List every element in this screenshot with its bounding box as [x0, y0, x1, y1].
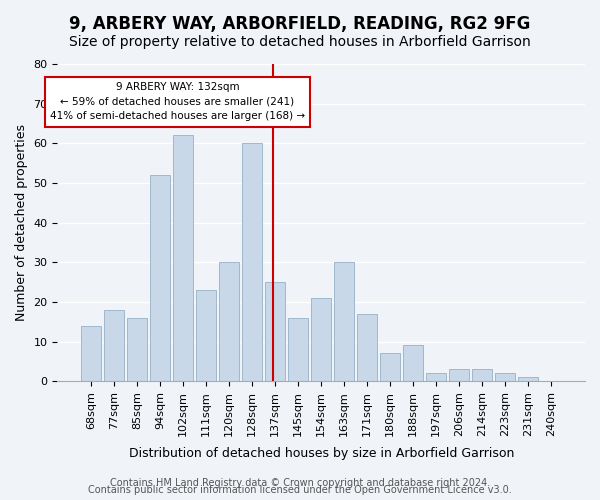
- Bar: [220, 262, 239, 381]
- Y-axis label: Number of detached properties: Number of detached properties: [15, 124, 28, 321]
- Bar: [311, 298, 331, 381]
- Bar: [104, 310, 124, 381]
- Bar: [403, 346, 423, 381]
- Bar: [518, 377, 538, 381]
- Bar: [173, 136, 193, 381]
- Bar: [380, 354, 400, 381]
- X-axis label: Distribution of detached houses by size in Arborfield Garrison: Distribution of detached houses by size …: [128, 447, 514, 460]
- Bar: [242, 144, 262, 381]
- Text: 9, ARBERY WAY, ARBORFIELD, READING, RG2 9FG: 9, ARBERY WAY, ARBORFIELD, READING, RG2 …: [70, 15, 530, 33]
- Bar: [82, 326, 101, 381]
- Bar: [472, 370, 492, 381]
- Text: Size of property relative to detached houses in Arborfield Garrison: Size of property relative to detached ho…: [69, 35, 531, 49]
- Bar: [289, 318, 308, 381]
- Bar: [151, 175, 170, 381]
- Bar: [334, 262, 354, 381]
- Bar: [449, 370, 469, 381]
- Text: 9 ARBERY WAY: 132sqm
← 59% of detached houses are smaller (241)
41% of semi-deta: 9 ARBERY WAY: 132sqm ← 59% of detached h…: [50, 82, 305, 122]
- Bar: [127, 318, 147, 381]
- Bar: [265, 282, 285, 381]
- Text: Contains HM Land Registry data © Crown copyright and database right 2024.: Contains HM Land Registry data © Crown c…: [110, 478, 490, 488]
- Text: Contains public sector information licensed under the Open Government Licence v3: Contains public sector information licen…: [88, 485, 512, 495]
- Bar: [496, 373, 515, 381]
- Bar: [196, 290, 216, 381]
- Bar: [427, 373, 446, 381]
- Bar: [358, 314, 377, 381]
